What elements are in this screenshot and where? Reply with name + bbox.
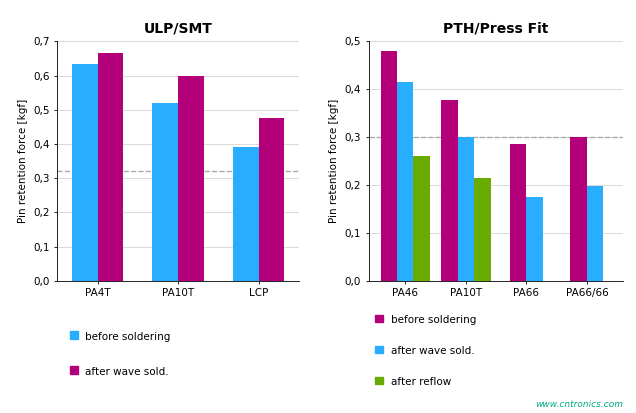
Bar	[474, 178, 490, 281]
Text: before soldering: before soldering	[391, 315, 476, 325]
Bar	[587, 186, 604, 281]
Y-axis label: Pin retention force [kgf]: Pin retention force [kgf]	[18, 99, 27, 223]
Bar	[233, 147, 259, 281]
Bar	[570, 137, 587, 281]
Bar	[510, 144, 527, 281]
Title: PTH/Press Fit: PTH/Press Fit	[443, 22, 549, 36]
Text: www.cntronics.com: www.cntronics.com	[536, 400, 623, 409]
Text: after wave sold.: after wave sold.	[85, 367, 169, 377]
Bar	[441, 100, 457, 281]
Text: before soldering: before soldering	[85, 332, 170, 342]
Bar	[413, 156, 430, 281]
Title: ULP/SMT: ULP/SMT	[144, 22, 212, 36]
Bar	[72, 64, 97, 281]
Bar	[97, 53, 123, 281]
Text: after wave sold.: after wave sold.	[391, 346, 474, 356]
Bar	[152, 103, 178, 281]
Bar	[380, 51, 397, 281]
Bar	[259, 118, 284, 281]
Bar	[527, 197, 543, 281]
Bar	[397, 82, 413, 281]
Bar	[178, 76, 204, 281]
Text: after reflow: after reflow	[391, 377, 451, 387]
Y-axis label: Pin retention force [kgf]: Pin retention force [kgf]	[329, 99, 339, 223]
Bar	[457, 137, 474, 281]
